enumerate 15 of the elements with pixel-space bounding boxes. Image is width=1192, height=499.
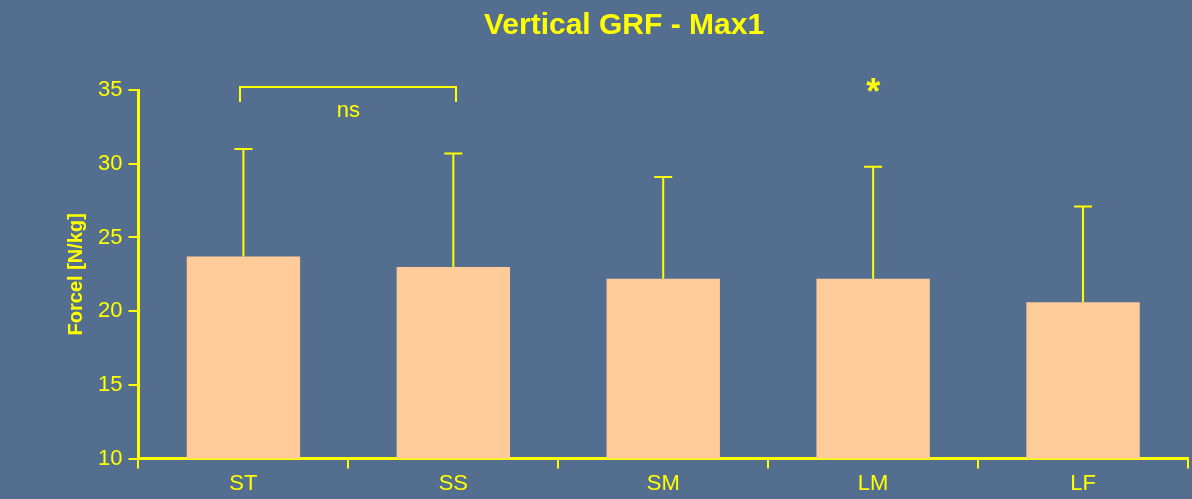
y-tick-label: 10 (97, 444, 123, 470)
x-tick-label: SM (646, 469, 680, 495)
chart-title: Vertical GRF - Max1 (483, 7, 765, 41)
y-tick-label: 30 (97, 149, 123, 175)
x-tick-label: SS (438, 469, 469, 495)
y-tick-label: 25 (97, 223, 123, 249)
x-tick-label: ST (229, 469, 258, 495)
x-tick-label: LM (857, 469, 889, 495)
y-axis-title: Forcel [N/kg] (63, 213, 86, 336)
y-tick-label: 15 (97, 370, 123, 396)
x-tick-label: LF (1070, 469, 1096, 495)
annotation: ns (336, 97, 360, 123)
y-tick-label: 20 (97, 297, 123, 323)
annotation: * (866, 71, 881, 113)
y-tick-label: 35 (97, 76, 123, 102)
